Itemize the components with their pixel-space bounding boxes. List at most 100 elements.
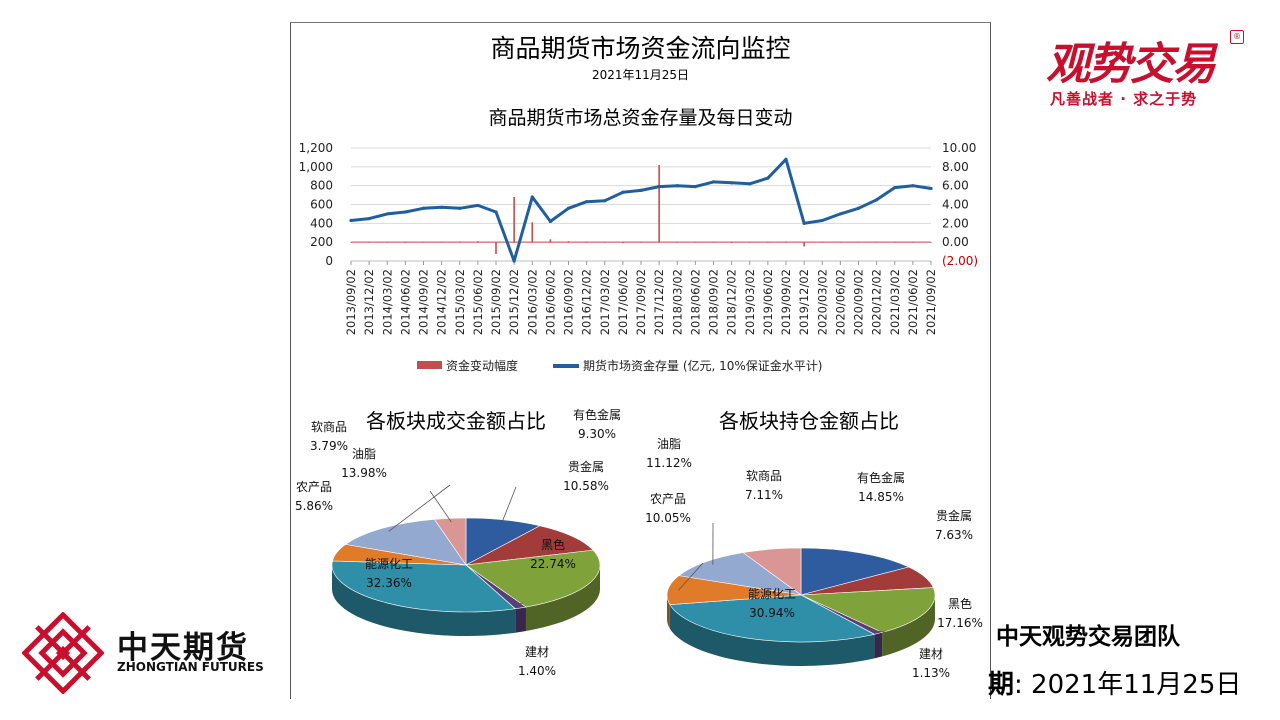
pie-slice-能源化工 [669,594,876,643]
y-left-tick-label: 200 [310,235,333,249]
brand-slogan: 凡善战者 · 求之于势 [1050,90,1198,108]
company-name-en: ZHONGTIAN FUTURES [117,660,264,674]
y-left-tick-label: 1,000 [299,160,333,174]
pie-leader-line [429,490,452,523]
y-left-tick-label: 1,200 [299,141,333,155]
pie-value-label: 10.05% [645,511,691,525]
pie-category-label: 油脂 [352,446,376,461]
fund-stock-point [730,181,734,185]
x-tick-label: 2016/09/02 [562,269,576,335]
legend-label-change: 资金变动幅度 [446,358,518,373]
fund-stock-point [421,206,426,210]
pie-value-label: 5.86% [295,499,333,513]
fund-stock-point [893,185,897,190]
fund-stock-point [458,206,462,210]
pie-slice-side [332,565,516,636]
fund-stock-point [748,182,752,186]
y-right-tick-label: 2.00 [942,216,969,230]
fund-stock-point [548,219,552,224]
pie-slice-软商品 [433,517,467,566]
x-tick-label: 2020/06/02 [833,269,847,335]
pie-value-label: 13.98% [341,466,387,480]
x-tick-label: 2018/09/02 [707,269,721,335]
pie-slice-side [525,565,600,632]
pie-slice-side [669,604,875,666]
x-tick-label: 2018/12/02 [725,269,739,335]
fund-stock-point [875,198,879,202]
pie-value-label: 1.13% [912,666,950,680]
x-tick-label: 2017/12/02 [652,269,666,335]
pie-category-label: 能源化工 [748,587,796,601]
fund-stock-point [639,188,643,192]
pie-category-label: 黑色 [541,538,565,552]
pie-chart-turnover-title: 各板块成交金额占比 [366,409,546,433]
pie-slice-黑色 [465,549,601,608]
y-left-tick-label: 400 [310,216,333,230]
pie-category-label: 软商品 [746,468,782,483]
fund-stock-point [403,210,407,214]
y-right-tick-label: 0.00 [942,235,969,249]
fund-stock-point [476,203,480,208]
pie-category-label: 贵金属 [936,508,972,523]
pie-slice-有色金属 [800,547,910,596]
pie-category-label: 贵金属 [568,459,604,474]
x-tick-label: 2016/06/02 [543,269,557,335]
x-tick-label: 2021/06/02 [906,269,920,335]
x-tick-label: 2017/03/02 [598,269,612,335]
pie-category-label: 农产品 [650,492,686,506]
fund-stock-line [350,157,932,263]
fund-stock-point [512,259,516,263]
brand-logo-text: 观势交易 [1046,39,1216,90]
x-tick-label: 2014/09/02 [417,269,431,335]
pie-value-label: 11.12% [646,456,692,470]
footer-date-label: 期 [988,670,1015,700]
fund-stock-point [621,190,625,194]
x-tick-label: 2019/12/02 [797,269,811,335]
y-right-tick-label: 10.00 [942,141,976,155]
pie-leader-line [388,484,451,532]
pie-value-label: 10.58% [563,479,609,493]
pie-category-label: 油脂 [657,436,681,451]
fund-stock-point [566,206,571,210]
pie-chart: 有色金属 14.85% 贵金属 7.63% 黑色 17.16% 建材 1.13% 能源化工 30.… [645,436,983,680]
pie-value-label: 7.11% [745,488,783,502]
pie-leader-line [678,562,704,591]
pie-value-label: 9.30% [578,427,616,441]
x-tick-label: 2020/09/02 [852,269,866,335]
pie-category-label: 农产品 [296,480,332,494]
pie-category-label: 有色金属 [573,407,621,422]
fund-stock-point [494,210,498,214]
y-left-tick-label: 800 [310,179,333,193]
x-tick-label: 2016/12/02 [580,269,594,335]
pie-category-label: 软商品 [311,419,347,434]
pie-slice-side [882,595,936,657]
y-left-tick-label: 600 [310,198,333,212]
pie-leader-line [872,629,892,634]
fund-stock-point [367,217,371,221]
pie-value-label: 3.79% [310,439,348,453]
x-tick-label: 2014/03/02 [380,269,394,335]
team-name: 中天观势交易团队 [996,624,1180,650]
x-tick-label: 2020/03/02 [815,269,829,335]
x-tick-label: 2016/03/02 [525,269,539,335]
legend-swatch-change [417,361,442,369]
zhongtian-logo-icon [22,612,104,694]
registered-mark: ® [1230,30,1244,44]
pie-category-label: 建材 [919,647,943,661]
pie-slice-side [874,632,883,659]
fund-stock-point [603,199,607,203]
pie-slice-能源化工 [331,560,516,613]
x-tick-label: 2018/06/02 [688,269,702,335]
y-right-tick-label: 6.00 [942,179,969,193]
footer-date-value: 2021年11月25日 [1031,670,1242,700]
pie-slice-贵金属 [465,525,594,566]
x-tick-label: 2021/09/02 [924,269,938,335]
pie-category-label: 有色金属 [857,470,905,485]
pie-category-label: 黑色 [948,597,972,611]
fund-stock-point [838,212,842,216]
x-tick-label: 2019/06/02 [761,269,775,335]
pie-value-label: 32.36% [366,576,412,590]
pie-slice-农产品 [666,575,802,605]
fund-stock-point [440,205,444,209]
x-tick-label: 2015/03/02 [453,269,467,335]
